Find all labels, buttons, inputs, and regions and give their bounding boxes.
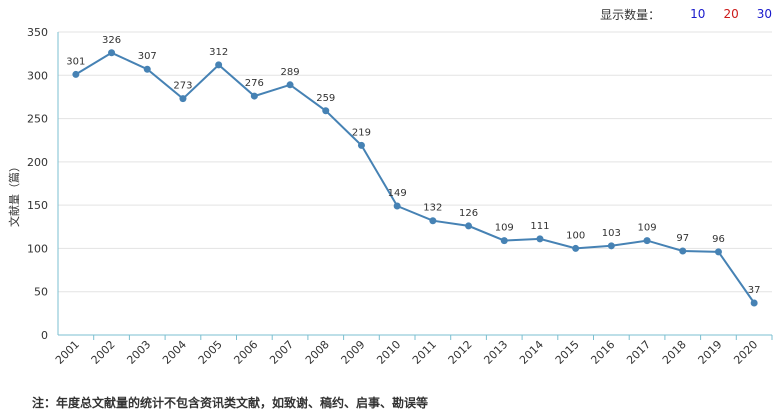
data-label-2013: 109 — [495, 223, 514, 234]
x-tick-2006: 2006 — [231, 338, 260, 367]
data-label-2014: 111 — [530, 221, 549, 232]
count-option-30[interactable]: 30 — [756, 7, 772, 21]
y-tick-250: 250 — [27, 113, 48, 126]
data-point-2014 — [536, 235, 544, 243]
data-label-2005: 312 — [209, 47, 228, 58]
data-label-2012: 126 — [459, 208, 478, 219]
data-point-2004 — [179, 95, 187, 103]
data-point-2001 — [72, 70, 80, 78]
x-tick-2003: 2003 — [124, 338, 153, 367]
data-point-2016 — [607, 242, 615, 250]
data-point-2018 — [679, 247, 687, 255]
data-label-2006: 276 — [245, 78, 264, 89]
x-tick-2004: 2004 — [160, 338, 189, 367]
data-label-2003: 307 — [138, 51, 157, 62]
data-point-2015 — [572, 244, 580, 252]
data-label-2007: 289 — [281, 67, 300, 78]
x-tick-2001: 2001 — [53, 338, 82, 367]
series-line — [75, 51, 756, 304]
y-tick-50: 50 — [34, 286, 48, 299]
x-tick-2007: 2007 — [267, 338, 296, 367]
data-point-2005 — [215, 61, 223, 69]
x-tick-2005: 2005 — [196, 338, 225, 367]
x-tick-2016: 2016 — [588, 338, 617, 367]
data-point-2020 — [750, 299, 758, 307]
data-label-2001: 301 — [66, 56, 85, 67]
x-tick-2014: 2014 — [517, 338, 546, 367]
data-labels: 301 326 307 273 312 276 289 259 219 149 132 126 109 1… — [66, 35, 760, 296]
data-point-2010 — [393, 202, 401, 210]
data-point-2012 — [465, 222, 473, 230]
data-label-2017: 109 — [638, 223, 657, 234]
x-tick-2011: 2011 — [410, 338, 439, 367]
footnote: 注：年度总文献量的统计不包含资讯类文献，如致谢、稿约、启事、勘误等 — [32, 396, 429, 410]
data-point-2006 — [250, 92, 258, 100]
x-tick-2012: 2012 — [446, 338, 475, 367]
data-points — [72, 49, 758, 307]
data-point-2007 — [286, 81, 294, 89]
data-label-2015: 100 — [566, 230, 585, 241]
data-label-2020: 37 — [748, 285, 761, 296]
data-label-2004: 273 — [173, 81, 192, 92]
x-tick-2010: 2010 — [374, 338, 403, 367]
y-tick-100: 100 — [27, 242, 48, 255]
data-label-2008: 259 — [316, 93, 335, 104]
data-label-2016: 103 — [602, 228, 621, 239]
data-point-2008 — [322, 107, 330, 115]
data-label-2011: 132 — [423, 203, 442, 214]
data-point-2017 — [643, 237, 651, 245]
display-count-label: 显示数量： — [600, 7, 661, 22]
axes — [57, 32, 773, 340]
data-label-2019: 96 — [712, 234, 725, 245]
data-point-2009 — [357, 141, 365, 149]
x-tick-2002: 2002 — [89, 338, 118, 367]
y-tick-150: 150 — [27, 199, 48, 212]
gridlines — [58, 31, 772, 293]
x-tick-2015: 2015 — [553, 338, 582, 367]
data-point-2011 — [429, 217, 437, 225]
count-option-10[interactable]: 10 — [690, 7, 706, 21]
y-tick-labels: 0 50 100 150 200 250 300 350 — [27, 26, 48, 342]
x-tick-2009: 2009 — [339, 338, 368, 367]
x-tick-2020: 2020 — [731, 338, 760, 367]
y-tick-300: 300 — [27, 69, 48, 82]
y-tick-0: 0 — [41, 329, 48, 342]
data-point-2002 — [108, 49, 116, 57]
count-option-20[interactable]: 20 — [723, 7, 739, 21]
x-tick-2018: 2018 — [660, 338, 689, 367]
y-axis-label: 文献量（篇） — [7, 161, 21, 227]
data-label-2018: 97 — [676, 233, 689, 244]
data-label-2009: 219 — [352, 127, 371, 138]
data-label-2002: 326 — [102, 35, 121, 46]
display-count-selector: 显示数量： 10 20 30 — [600, 4, 772, 24]
x-tick-2017: 2017 — [624, 338, 653, 367]
data-point-2013 — [500, 237, 508, 245]
y-tick-350: 350 — [27, 26, 48, 39]
x-tick-2008: 2008 — [303, 338, 332, 367]
x-tick-2019: 2019 — [696, 338, 725, 367]
data-point-2003 — [143, 65, 151, 73]
data-point-2019 — [714, 248, 722, 256]
data-label-2010: 149 — [388, 188, 407, 199]
x-tick-2013: 2013 — [481, 338, 510, 367]
x-tick-labels: 2001 2002 2003 2004 2005 2006 2007 2008 2009 2010… — [53, 338, 760, 367]
y-tick-200: 200 — [27, 156, 48, 169]
